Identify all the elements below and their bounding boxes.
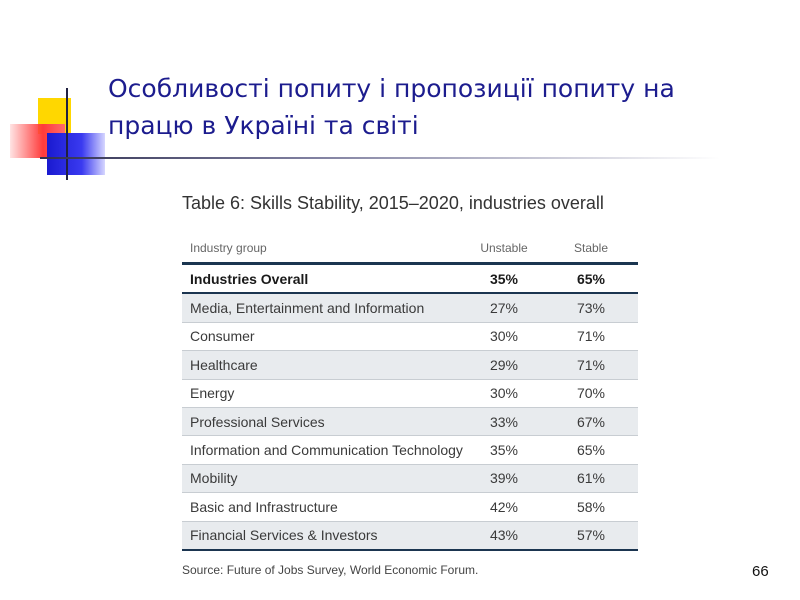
cell-stable: 70% xyxy=(576,385,606,402)
cell-unstable: 39% xyxy=(489,470,519,487)
title-ornament xyxy=(0,0,120,190)
cell-industry: Healthcare xyxy=(190,356,258,373)
ornament-vertical-line xyxy=(66,88,68,180)
cell-industry: Basic and Infrastructure xyxy=(190,498,338,515)
cell-stable: 67% xyxy=(576,413,606,430)
page-number: 66 xyxy=(752,563,769,580)
header-unstable: Unstable xyxy=(480,241,528,255)
cell-industry: Media, Entertainment and Information xyxy=(190,300,425,317)
cell-unstable: 30% xyxy=(489,385,519,402)
table-row: Healthcare 29% 71% xyxy=(182,351,638,380)
cell-unstable: 35% xyxy=(489,442,519,459)
table-row: Mobility 39% 61% xyxy=(182,464,638,494)
cell-unstable: 33% xyxy=(489,413,519,430)
table-row: Consumer 30% 71% xyxy=(182,323,638,352)
table-body: Industries Overall 35% 65% Media, Entertain… xyxy=(182,265,638,551)
skills-stability-table: Table 6: Skills Stability, 2015–2020, in… xyxy=(182,193,638,577)
cell-industry: Mobility xyxy=(190,470,238,487)
cell-unstable: 30% xyxy=(489,328,519,345)
table-row: Professional Services 33% 67% xyxy=(182,407,638,437)
cell-stable: 65% xyxy=(576,270,606,287)
cell-industry: Consumer xyxy=(190,328,255,345)
table-row-overall: Industries Overall 35% 65% xyxy=(182,265,638,295)
table-row: Media, Entertainment and Information 27% 7… xyxy=(182,294,638,323)
cell-industry: Professional Services xyxy=(190,413,325,430)
cell-unstable: 35% xyxy=(489,270,519,287)
table-row: Energy 30% 70% xyxy=(182,380,638,408)
table-caption: Table 6: Skills Stability, 2015–2020, in… xyxy=(182,193,604,213)
cell-unstable: 29% xyxy=(489,356,519,373)
cell-stable: 65% xyxy=(576,442,606,459)
table-row: Financial Services & Investors 43% 57% xyxy=(182,521,638,551)
header-stable: Stable xyxy=(573,241,609,255)
cell-stable: 61% xyxy=(576,470,606,487)
cell-unstable: 42% xyxy=(489,498,519,515)
blue-square xyxy=(47,133,105,175)
cell-stable: 73% xyxy=(576,300,606,317)
cell-stable: 71% xyxy=(576,356,606,373)
slide-title: Особливості попиту і пропозиції попиту н… xyxy=(108,74,675,140)
cell-industry: Financial Services & Investors xyxy=(190,527,378,544)
cell-unstable: 27% xyxy=(489,300,519,317)
table-header-row: Industry group Unstable Stable xyxy=(182,238,638,265)
cell-industry: Energy xyxy=(190,385,235,402)
cell-unstable: 43% xyxy=(489,527,519,544)
cell-stable: 57% xyxy=(576,527,606,544)
cell-stable: 58% xyxy=(576,498,606,515)
title-underline xyxy=(40,157,720,159)
table-row: Basic and Infrastructure 42% 58% xyxy=(182,493,638,522)
cell-stable: 71% xyxy=(576,328,606,345)
cell-industry: Industries Overall xyxy=(190,270,309,287)
cell-industry: Information and Communication Technology xyxy=(190,442,463,459)
table-row: Information and Communication Technology… xyxy=(182,436,638,465)
table-source: Source: Future of Jobs Survey, World Eco… xyxy=(182,562,479,577)
header-industry-group: Industry group xyxy=(190,241,267,255)
